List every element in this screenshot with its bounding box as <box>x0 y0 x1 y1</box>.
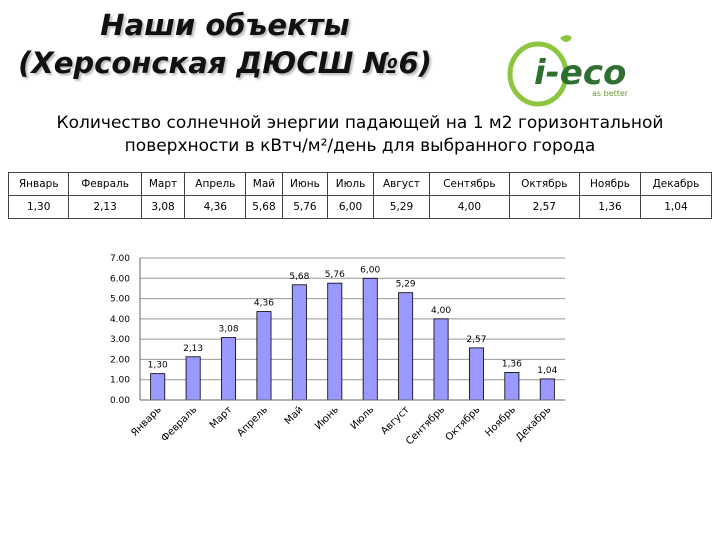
logo-leaf <box>560 35 572 42</box>
table-cell: 2,13 <box>68 195 142 219</box>
table-cell: 3,08 <box>140 195 186 219</box>
x-tick-label: Апрель <box>235 404 270 439</box>
subtitle: Количество солнечной энергии падающей на… <box>56 113 664 156</box>
x-tick-label: Март <box>208 404 235 431</box>
x-tick-label: Сентябрь <box>404 404 447 447</box>
value-label: 4,36 <box>254 299 274 309</box>
y-tick-label: 1.00 <box>110 376 130 386</box>
table-header-cell: Сентябрь <box>429 172 510 196</box>
x-tick-label: Июль <box>349 404 377 432</box>
table-cell: 5,76 <box>281 195 329 219</box>
table-cell: 5,29 <box>372 195 431 219</box>
bar <box>221 337 237 401</box>
table-header-cell: Июль <box>327 172 374 196</box>
table-header-cell: Февраль <box>68 172 142 196</box>
title-line: (Херсонская ДЮСШ №6) <box>18 46 432 80</box>
y-tick-label: 5.00 <box>110 295 130 305</box>
y-tick-label: 4.00 <box>110 315 130 325</box>
table-header-cell: Июнь <box>281 172 329 196</box>
bar <box>433 318 449 401</box>
table-header-cell: Декабрь <box>639 172 713 196</box>
bar <box>398 292 414 401</box>
table-header-cell: Август <box>372 172 431 196</box>
table-cell: 2,57 <box>508 195 581 219</box>
y-tick-label: 3.00 <box>110 335 130 345</box>
table-cell: 4,00 <box>429 195 510 219</box>
table-header-cell: Январь <box>7 172 70 196</box>
bar <box>468 347 484 401</box>
table-header-cell: Май <box>245 172 283 196</box>
table-cell: 1,04 <box>639 195 713 219</box>
bar <box>539 378 555 401</box>
chart: 0.00 1.00 2.00 3.00 4.00 5.00 6.00 7.00 1,30 Янва… <box>110 254 565 447</box>
title-line: Наши объекты <box>100 8 350 42</box>
y-tick-label: 0.00 <box>110 396 130 406</box>
x-tick-label: Февраль <box>159 404 199 444</box>
bar <box>150 373 166 401</box>
value-label: 1,30 <box>148 361 168 371</box>
value-label: 4,00 <box>431 306 451 316</box>
value-label: 2,57 <box>466 335 486 345</box>
value-label: 5,76 <box>325 270 345 280</box>
x-tick-label: Октябрь <box>444 404 483 443</box>
table-header-cell: Октябрь <box>508 172 581 196</box>
table-cell: 6,00 <box>327 195 374 219</box>
logo-text: i-eco <box>534 53 626 93</box>
x-tick-label: Август <box>379 404 412 437</box>
bar <box>291 284 307 401</box>
y-tick-label: 6.00 <box>110 274 130 284</box>
table-header-cell: Апрель <box>184 172 247 196</box>
table-cell: 1,30 <box>7 195 70 219</box>
table-cell: 5,68 <box>245 195 283 219</box>
logo: i-eco as better <box>507 35 629 107</box>
x-tick-label: Ноябрь <box>483 404 518 439</box>
x-tick-label: Декабрь <box>514 404 553 443</box>
value-label: 5,29 <box>396 280 416 290</box>
value-label: 5,68 <box>289 272 309 282</box>
table-header-cell: Ноябрь <box>579 172 641 196</box>
bar <box>362 277 378 401</box>
table-header-cell: Март <box>140 172 186 196</box>
x-tick-label: Июнь <box>313 404 341 432</box>
value-label: 6,00 <box>360 265 380 275</box>
table-cell: 1,36 <box>579 195 641 219</box>
table-row: Январь Февраль Март Апрель Май Июнь Июль Август… <box>7 172 713 196</box>
logo-apple <box>507 41 569 107</box>
x-tick-label: Май <box>283 404 306 427</box>
value-label: 3,08 <box>219 325 239 335</box>
value-label: 2,13 <box>183 344 203 354</box>
logo-tagline: as better <box>592 89 629 98</box>
x-tick-label: Январь <box>129 404 164 439</box>
bar <box>327 282 343 401</box>
table-cell: 4,36 <box>184 195 247 219</box>
value-label: 1,36 <box>502 359 522 369</box>
bar <box>256 311 272 401</box>
y-tick-label: 7.00 <box>110 254 130 264</box>
bar <box>504 372 520 401</box>
bar <box>185 356 201 401</box>
value-label: 1,04 <box>537 366 557 376</box>
table-row: 1,30 2,13 3,08 4,36 5,68 5,76 6,00 5,29 4,00 2,57… <box>7 195 713 219</box>
data-table: Январь Февраль Март Апрель Май Июнь Июль Август… <box>7 172 713 219</box>
y-tick-label: 2.00 <box>110 355 130 365</box>
